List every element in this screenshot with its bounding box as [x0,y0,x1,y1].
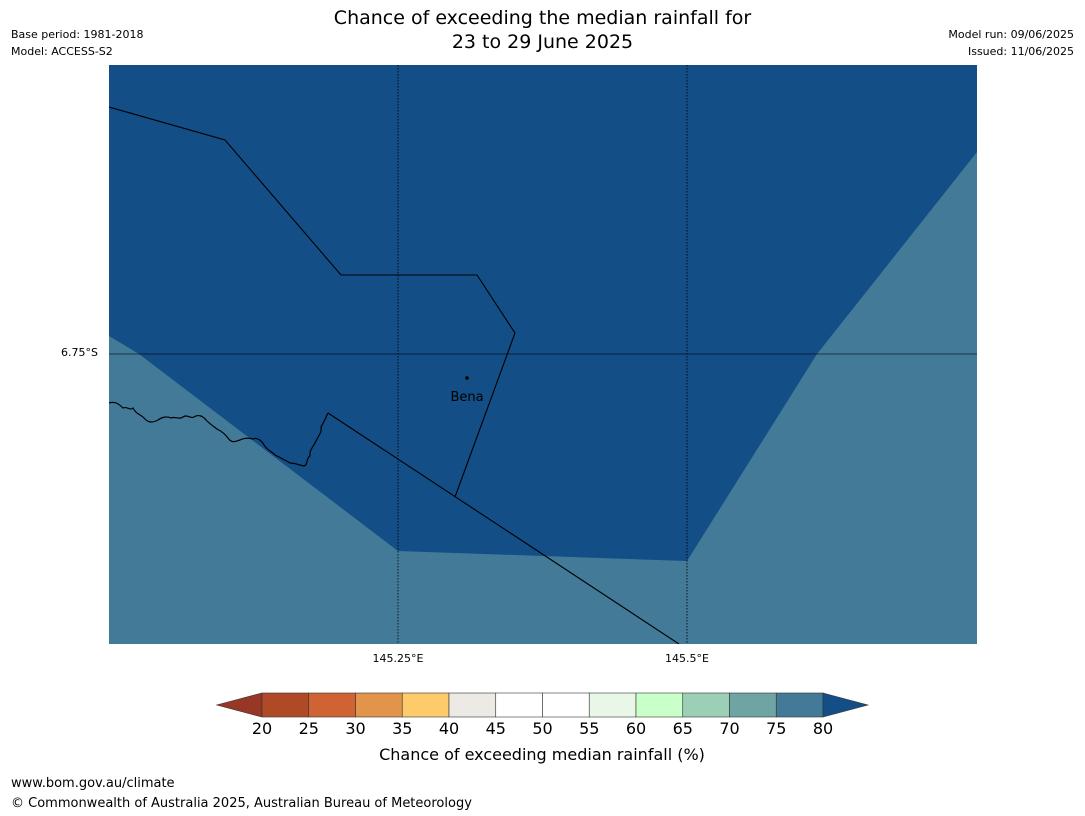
colorbar-label: Chance of exceeding median rainfall (%) [379,745,705,764]
copyright-text: © Commonwealth of Australia 2025, Austra… [11,796,472,811]
colorbar-bin-50-55 [542,692,590,718]
colorbar-tick-45: 45 [485,719,506,738]
colorbar-bin-20-25 [261,692,310,718]
colorbar-tick-60: 60 [625,719,647,738]
latitude-label: 6.75°S [61,346,98,359]
colorbar-tick-40: 40 [438,719,460,738]
colorbar-extend-below [215,692,263,718]
colorbar-bin-60-65 [635,692,684,718]
map-title: Chance of exceeding the median rainfall … [0,6,1085,54]
website-text: www.bom.gov.au/climate [11,776,175,791]
colorbar-bin-45-50 [495,692,543,718]
colorbar-tick-20: 20 [251,719,273,738]
province-boundary-south [327,412,680,644]
colorbar-tick-30: 30 [345,719,366,738]
colorbar-bin-40-45 [448,692,497,718]
colorbar-tick-65: 65 [672,719,693,738]
bena-marker-icon [465,376,469,380]
longitude-label-145-5: 145.5°E [665,652,709,665]
model-run-text: Model run: 09/06/2025 [948,28,1074,41]
colorbar-bin-55-60 [588,692,637,718]
title-line-1: Chance of exceeding the median rainfall … [333,7,752,29]
colorbar-bin-65-70 [682,692,730,718]
issued-text: Issued: 11/06/2025 [967,45,1074,58]
model-info: Base period: 1981-2018 Model: ACCESS-S2 [11,26,143,60]
colorbar-tick-75: 75 [766,719,787,738]
map-region-75-80-south [109,152,977,644]
colorbar-bin-70-75 [729,692,777,718]
colorbar-tick-80: 80 [812,719,834,738]
colorbar-bin-75-80 [775,692,824,718]
colorbar-bin-35-40 [401,692,450,718]
run-info: Model run: 09/06/2025 Issued: 11/06/2025 [948,26,1074,60]
model-text: Model: ACCESS-S2 [11,45,113,58]
base-period-text: Base period: 1981-2018 [11,28,144,41]
title-line-2: 23 to 29 June 2025 [451,31,634,53]
coastline [109,401,329,467]
colorbar-tick-70: 70 [719,719,740,738]
colorbar-extend-above [822,692,870,718]
colorbar-tick-50: 50 [532,719,553,738]
longitude-label-145-25: 145.25°E [372,652,424,665]
colorbar-tick-55: 55 [579,719,600,738]
bena-label: Bena [450,390,483,405]
colorbar-bin-25-30 [308,692,356,718]
map-canvas: Bena [109,65,977,644]
colorbar-tick-25: 25 [298,719,319,738]
province-boundary [109,106,516,498]
colorbar-bin-30-35 [355,692,403,718]
colorbar-canvas [215,692,870,718]
colorbar-tick-35: 35 [392,719,413,738]
colorbar [215,692,870,724]
colorbar-bins [261,692,824,718]
rainfall-map: Bena [109,65,977,644]
